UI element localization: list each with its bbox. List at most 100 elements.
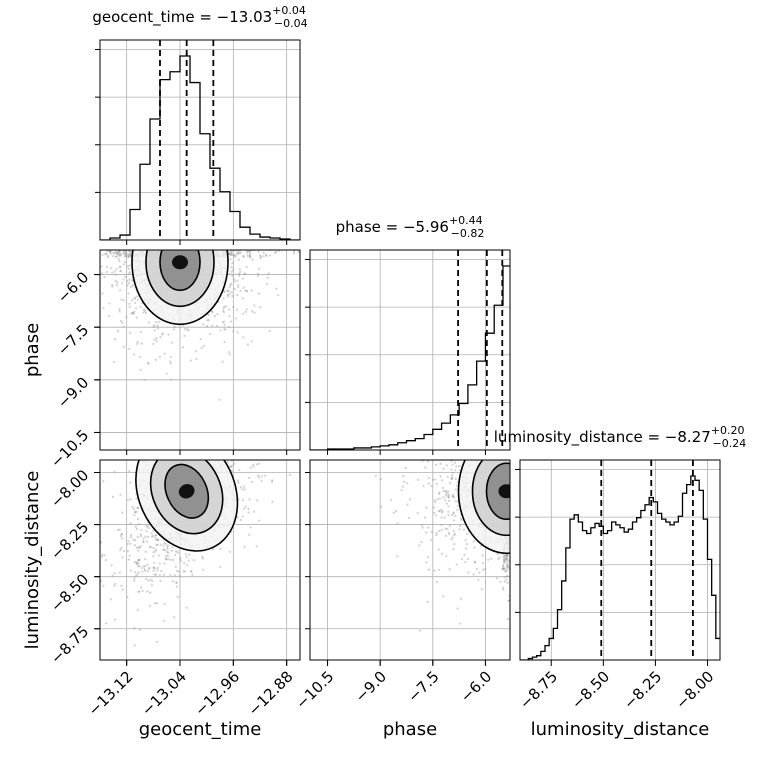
- sample-point: [141, 570, 143, 572]
- sample-point: [134, 544, 136, 546]
- sample-point: [155, 453, 157, 455]
- sample-point: [445, 490, 447, 492]
- sample-point: [224, 407, 226, 409]
- sample-point: [251, 259, 253, 261]
- sample-point: [506, 569, 508, 571]
- sample-point: [464, 444, 466, 446]
- sample-point: [83, 619, 85, 621]
- sample-point: [163, 353, 165, 355]
- sample-point: [462, 455, 464, 457]
- sample-point: [228, 286, 230, 288]
- sample-point: [242, 297, 244, 299]
- histogram-bar: [200, 134, 210, 240]
- sample-point: [119, 549, 121, 551]
- y-tick-label-luminosity-distance: −8.25: [47, 518, 92, 563]
- sample-point: [289, 474, 291, 476]
- sample-point: [155, 359, 157, 361]
- sample-point: [203, 456, 205, 458]
- sample-point: [204, 457, 206, 459]
- sample-point: [165, 425, 167, 427]
- sample-point: [270, 429, 272, 431]
- sample-point: [258, 268, 260, 270]
- sample-point: [251, 340, 253, 342]
- sample-point: [197, 402, 199, 404]
- sample-point: [208, 388, 210, 390]
- y-axis-label-luminosity-distance: luminosity_distance: [22, 471, 43, 650]
- sample-point: [264, 475, 266, 477]
- sample-point: [225, 444, 227, 446]
- sample-point: [224, 423, 226, 425]
- histogram-bar: [230, 211, 240, 240]
- histogram-bar: [683, 493, 687, 660]
- sample-point: [152, 440, 154, 442]
- sample-point: [139, 306, 141, 308]
- sample-point: [251, 289, 253, 291]
- sample-point: [121, 446, 123, 448]
- sample-point: [447, 505, 449, 507]
- sample-point: [506, 575, 508, 577]
- sample-point: [452, 548, 454, 550]
- sample-point: [136, 317, 138, 319]
- sample-point: [154, 567, 156, 569]
- sample-point: [255, 415, 257, 417]
- sample-point: [115, 274, 117, 276]
- sample-point: [493, 383, 495, 385]
- sample-point: [240, 411, 242, 413]
- sample-point: [440, 529, 442, 531]
- sample-point: [505, 408, 507, 410]
- sample-point: [479, 420, 481, 422]
- sample-point: [503, 408, 505, 410]
- sample-point: [162, 332, 164, 334]
- sample-point: [507, 446, 509, 448]
- sample-point: [202, 452, 204, 454]
- sample-point: [401, 489, 403, 491]
- sample-point: [454, 515, 456, 517]
- sample-point: [482, 452, 484, 454]
- sample-point: [238, 273, 240, 275]
- sample-point: [504, 371, 506, 373]
- sample-point: [232, 269, 234, 271]
- sample-point: [216, 436, 218, 438]
- sample-point: [123, 263, 125, 265]
- sample-point: [439, 510, 441, 512]
- sample-point: [86, 296, 88, 298]
- histogram-bar: [678, 516, 682, 660]
- sample-point: [102, 585, 104, 587]
- density-contour: [498, 484, 514, 498]
- sample-point: [115, 280, 117, 282]
- sample-point: [137, 518, 139, 520]
- sample-point: [409, 498, 411, 500]
- sample-point: [504, 453, 506, 455]
- sample-point: [220, 371, 222, 373]
- sample-point: [164, 451, 166, 453]
- sample-point: [219, 440, 221, 442]
- sample-point: [248, 511, 250, 513]
- sample-point: [213, 420, 215, 422]
- sample-point: [177, 406, 179, 408]
- sample-point: [128, 272, 130, 274]
- sample-point: [427, 556, 429, 558]
- sample-point: [448, 532, 450, 534]
- sample-point: [170, 457, 172, 459]
- histogram-bar: [459, 403, 468, 450]
- sample-point: [503, 560, 505, 562]
- sample-point: [112, 255, 114, 257]
- sample-point: [185, 553, 187, 555]
- sample-point: [158, 400, 160, 402]
- sample-point: [451, 474, 453, 476]
- sample-point: [165, 428, 167, 430]
- sample-point: [145, 530, 147, 532]
- sample-point: [478, 452, 480, 454]
- histogram-bar: [160, 80, 170, 240]
- sample-point: [178, 441, 180, 443]
- sample-point: [453, 445, 455, 447]
- sample-point: [473, 438, 475, 440]
- sample-point: [134, 561, 136, 563]
- sample-point: [206, 325, 208, 327]
- sample-point: [204, 447, 206, 449]
- sample-point: [107, 254, 109, 256]
- sample-point: [228, 326, 230, 328]
- sample-point: [241, 410, 243, 412]
- sample-point: [187, 454, 189, 456]
- sample-point: [238, 258, 240, 260]
